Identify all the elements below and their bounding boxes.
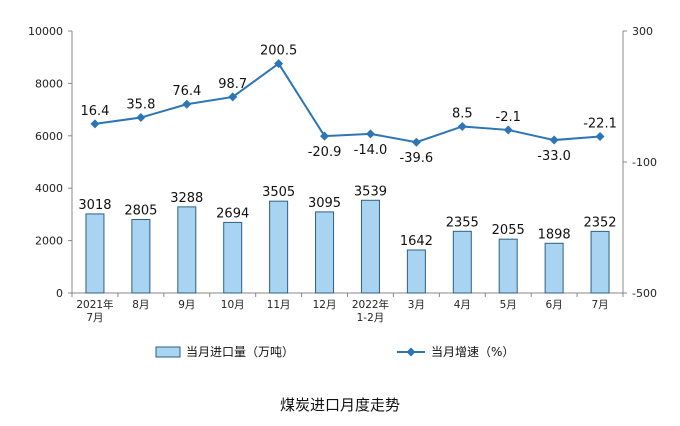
bar-value-label: 2352	[583, 215, 616, 230]
line-point	[320, 131, 330, 141]
bar-series: 3018 2805 3288 2694 3505 3095 3539 1642 2355 2055…	[78, 184, 617, 294]
line-value-label: 35.8	[126, 98, 155, 113]
bar	[406, 249, 426, 294]
bar-value-label: 2694	[216, 206, 249, 221]
line-point	[228, 92, 238, 102]
right-axis-tick-label: -500	[632, 287, 657, 300]
line-value-label: 16.4	[80, 104, 109, 119]
x-axis-category-label: 2022年 1-2月	[352, 298, 389, 324]
line-value-label: -14.0	[354, 143, 388, 158]
line-value-label: -39.6	[400, 151, 434, 166]
left-axis-tick-label: 4000	[35, 182, 63, 195]
bar-value-label: 3288	[170, 191, 203, 206]
x-axis-category-label: 7月	[591, 299, 608, 311]
line-value-label: 76.4	[172, 84, 201, 99]
bar	[452, 230, 472, 294]
line-point	[595, 131, 605, 141]
legend-marker-line	[406, 347, 416, 357]
line-value-label: 200.5	[260, 44, 297, 59]
x-axis-category-label: 6月	[546, 299, 563, 311]
growth-line	[94, 62, 601, 144]
line-point	[549, 135, 559, 145]
bar	[85, 213, 105, 294]
bar-value-label: 3095	[308, 196, 341, 211]
x-axis-category-label: 3月	[408, 299, 425, 311]
bar	[498, 238, 518, 294]
line-value-label: 8.5	[452, 106, 473, 121]
line-point	[365, 129, 375, 139]
bar	[544, 242, 564, 294]
bar	[269, 200, 289, 294]
left-axis-tick-label: 6000	[35, 130, 63, 143]
chart-legend: 当月进口量（万吨） 当月增速（%）	[155, 345, 514, 359]
right-axis-tick-label: 300	[632, 25, 653, 38]
x-axis-category-label: 10月	[221, 299, 245, 311]
bar-value-label: 2805	[124, 204, 157, 219]
chart-caption: 煤炭进口月度走势	[279, 396, 400, 414]
left-axis-tick-label: 2000	[35, 235, 63, 248]
bar-value-label: 3539	[354, 184, 387, 199]
legend-label-line: 当月增速（%）	[431, 345, 514, 359]
line-point	[503, 125, 513, 135]
line-point	[136, 113, 146, 123]
left-axis-tick-label: 0	[56, 287, 63, 300]
x-axis-category-label: 8月	[132, 299, 149, 311]
line-value-label: -22.1	[583, 116, 617, 131]
chart-axes: 0 2000 4000 6000 8000 10000 300 -100 -500 2021年 7月…	[28, 25, 657, 324]
x-axis-category-label: 12月	[313, 299, 337, 311]
left-axis-tick-label: 8000	[35, 77, 63, 90]
bar-value-label: 2055	[492, 223, 525, 238]
legend-swatch-bar	[155, 346, 181, 358]
bar	[590, 230, 610, 294]
bar-value-label: 2355	[446, 215, 479, 230]
line-point	[182, 99, 192, 109]
x-axis-category-label: 9月	[178, 299, 195, 311]
bar	[223, 221, 243, 294]
bar	[131, 219, 151, 294]
line-series: 16.4 35.8 76.4 98.7 200.5 -20.9 -14.0 -39.6 8.5 -…	[80, 44, 616, 167]
line-value-label: -20.9	[308, 145, 342, 160]
right-axis-tick-label: -100	[632, 156, 657, 169]
bar	[177, 206, 197, 294]
line-point	[457, 121, 467, 131]
bar	[360, 199, 380, 294]
x-axis-category-label: 5月	[500, 299, 517, 311]
line-point	[411, 137, 421, 147]
bar-value-label: 3505	[262, 185, 295, 200]
bar-value-label: 1642	[400, 234, 433, 249]
x-axis-category-label: 4月	[454, 299, 471, 311]
bar-value-label: 3018	[78, 198, 111, 213]
bar-value-label: 1898	[538, 227, 571, 242]
line-value-label: 98.7	[218, 77, 247, 92]
x-axis-category-label: 11月	[267, 299, 291, 311]
line-value-label: -33.0	[537, 149, 571, 164]
line-point	[274, 59, 284, 69]
line-point	[90, 119, 100, 129]
x-axis-category-label: 2021年 7月	[76, 298, 113, 324]
legend-label-bar: 当月进口量（万吨）	[186, 345, 294, 359]
bar	[315, 211, 335, 294]
left-axis-tick-label: 10000	[28, 25, 63, 38]
line-value-label: -2.1	[496, 110, 521, 125]
